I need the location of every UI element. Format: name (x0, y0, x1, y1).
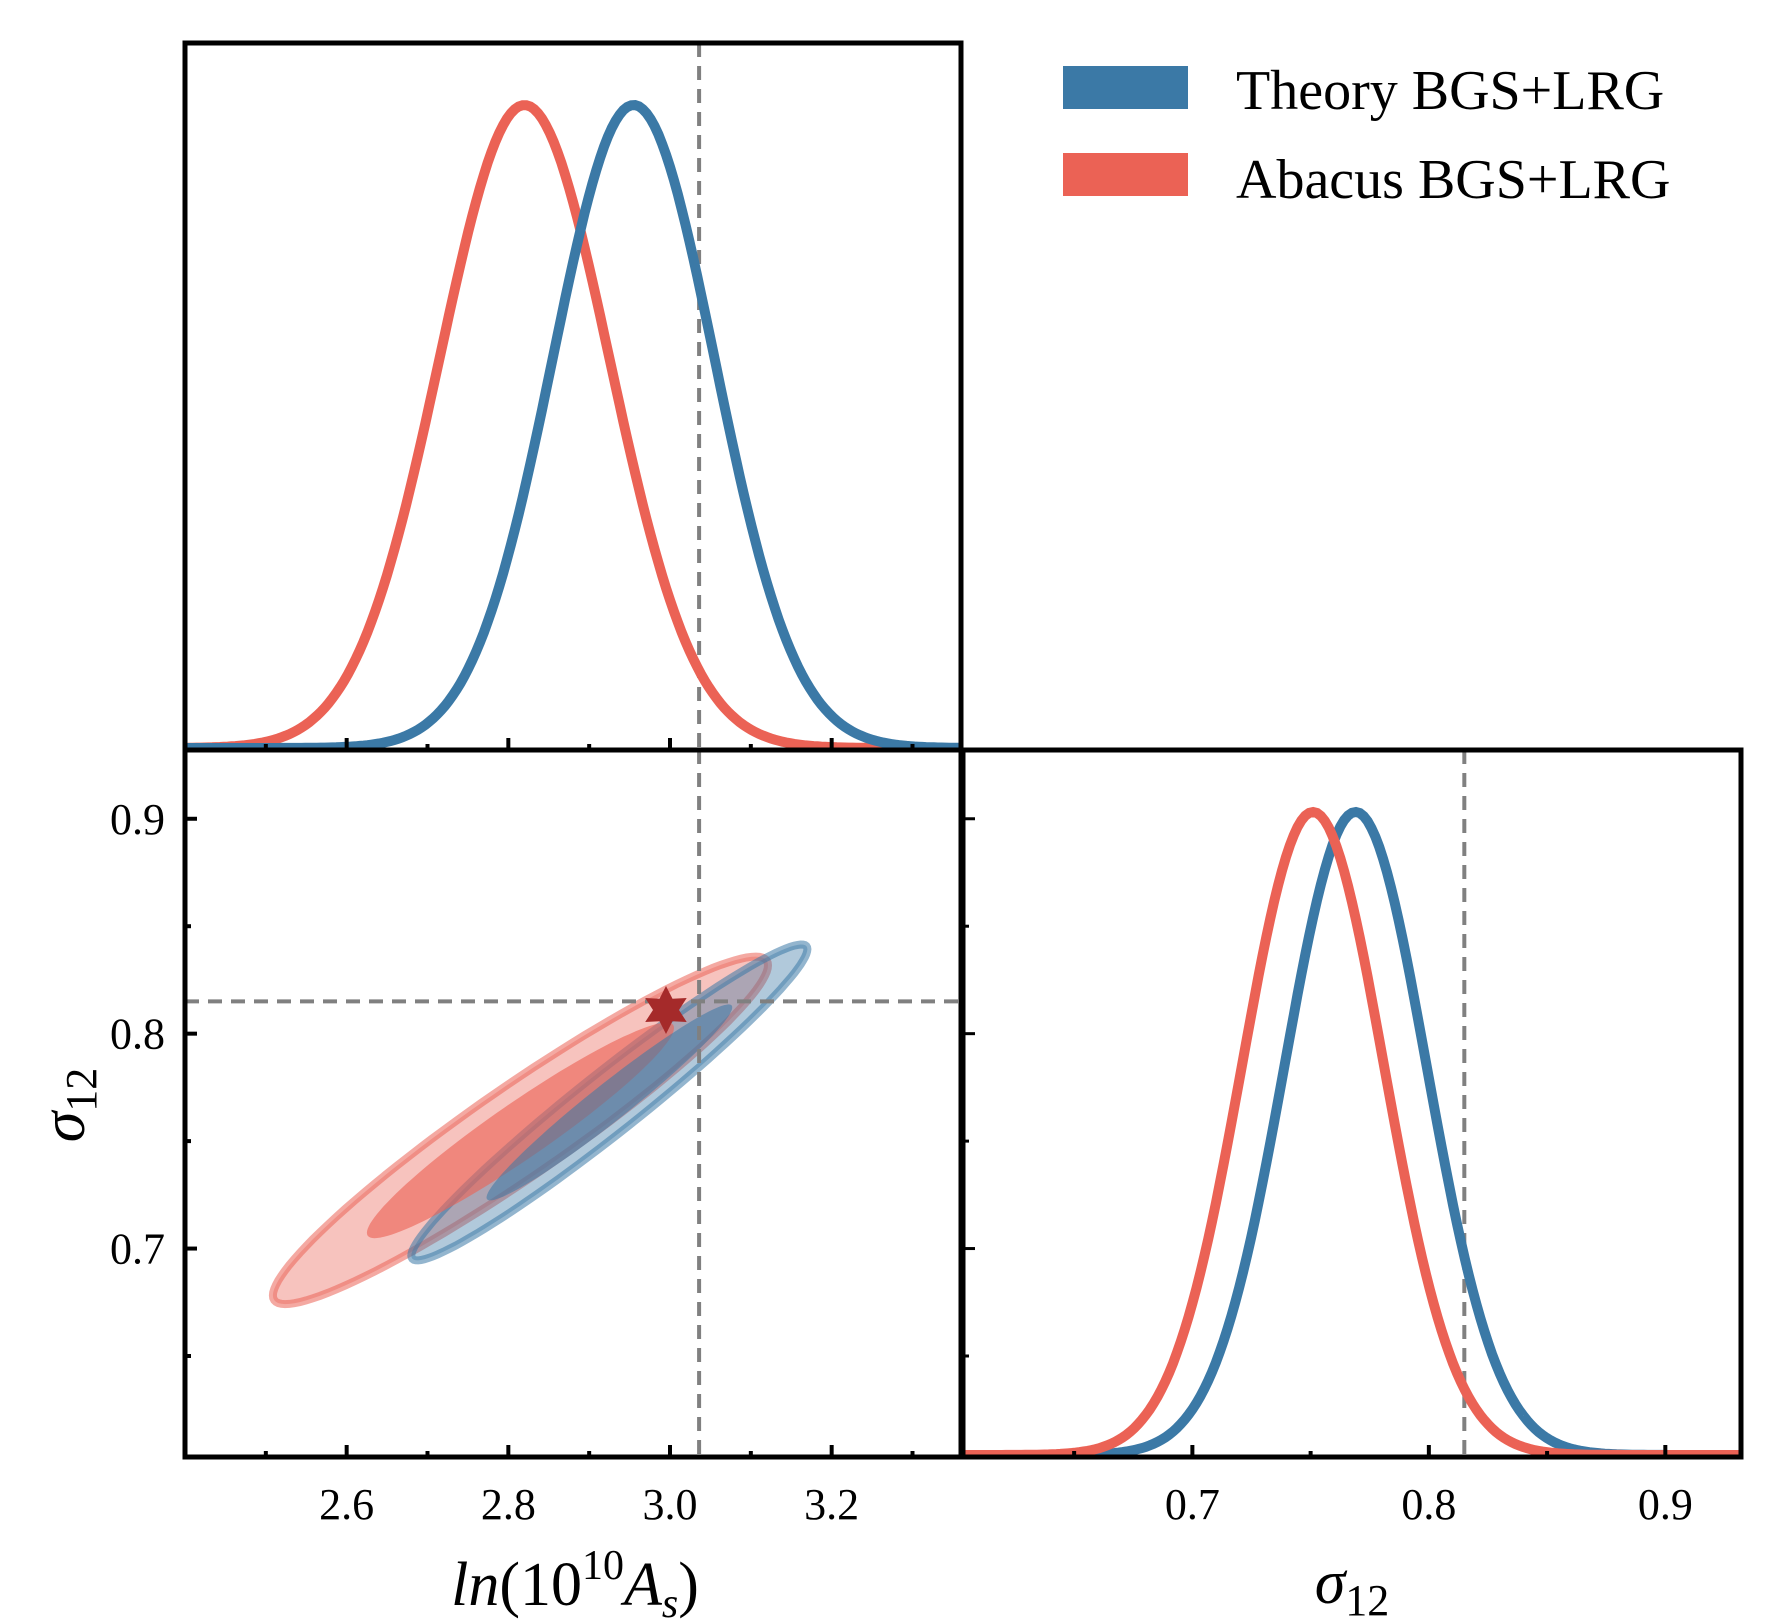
y-axis-label-sigma12: σ12 (30, 1068, 106, 1143)
panel-frame-right (960, 747, 1744, 1460)
x-axis-label-sigma12-subscript: 12 (1345, 1576, 1389, 1623)
legend: Theory BGS+LRG Abacus BGS+LRG (1063, 60, 1670, 211)
panel-lnAs-marginal (182, 40, 964, 753)
right-panel-ticks (963, 817, 1668, 1457)
main-panel-ticks (185, 816, 915, 1457)
panel-frame-top (182, 40, 964, 753)
theory-marginal-lnAs-curve (185, 100, 961, 750)
abacus-contour-1sigma (366, 1022, 674, 1239)
y-tick-label-sigma12: 0.7 (110, 1225, 165, 1274)
legend-label-theory: Theory BGS+LRG (1236, 60, 1664, 122)
x-tick-label-sigma12: 0.8 (1401, 1480, 1456, 1529)
y-tick-label-sigma12: 0.8 (110, 1010, 165, 1059)
x-tick-label-lnAs: 3.2 (804, 1480, 859, 1529)
y-tick-label-sigma12: 0.9 (110, 795, 165, 844)
x-axis-label-lnAs-subscript: s (662, 1581, 678, 1623)
x-tick-label-lnAs: 3.0 (643, 1480, 698, 1529)
x-tick-label-lnAs: 2.8 (481, 1480, 536, 1529)
y-axis-label-sigma12-subscript: 12 (57, 1068, 106, 1112)
theory-contour-1sigma (486, 1004, 733, 1201)
panel-2d-contours (182, 747, 964, 1460)
legend-swatch-theory (1063, 66, 1188, 109)
x-axis-label-lnAs: ln)(1010As) (451, 1543, 699, 1623)
x-axis-label-lnAs-symbol: A (620, 1551, 663, 1619)
legend-label-abacus: Abacus BGS+LRG (1236, 149, 1670, 211)
legend-swatch-abacus (1063, 153, 1188, 196)
x-axis-label-sigma12: σ12 (1315, 1549, 1390, 1623)
x-tick-label-lnAs: 2.6 (319, 1480, 374, 1529)
best-fit-star-marker (645, 986, 687, 1034)
abacus-marginal-sigma12-curve (963, 806, 1741, 1457)
x-tick-label-sigma12: 0.9 (1638, 1480, 1693, 1529)
x-axis-label-sigma12-symbol: σ (1315, 1549, 1348, 1617)
x-axis-label-lnAs-exponent: 10 (582, 1543, 624, 1589)
panel-sigma12-marginal (960, 747, 1744, 1460)
y-axis-label-sigma12-symbol: σ (30, 1109, 98, 1142)
x-tick-label-sigma12: 0.7 (1165, 1480, 1220, 1529)
